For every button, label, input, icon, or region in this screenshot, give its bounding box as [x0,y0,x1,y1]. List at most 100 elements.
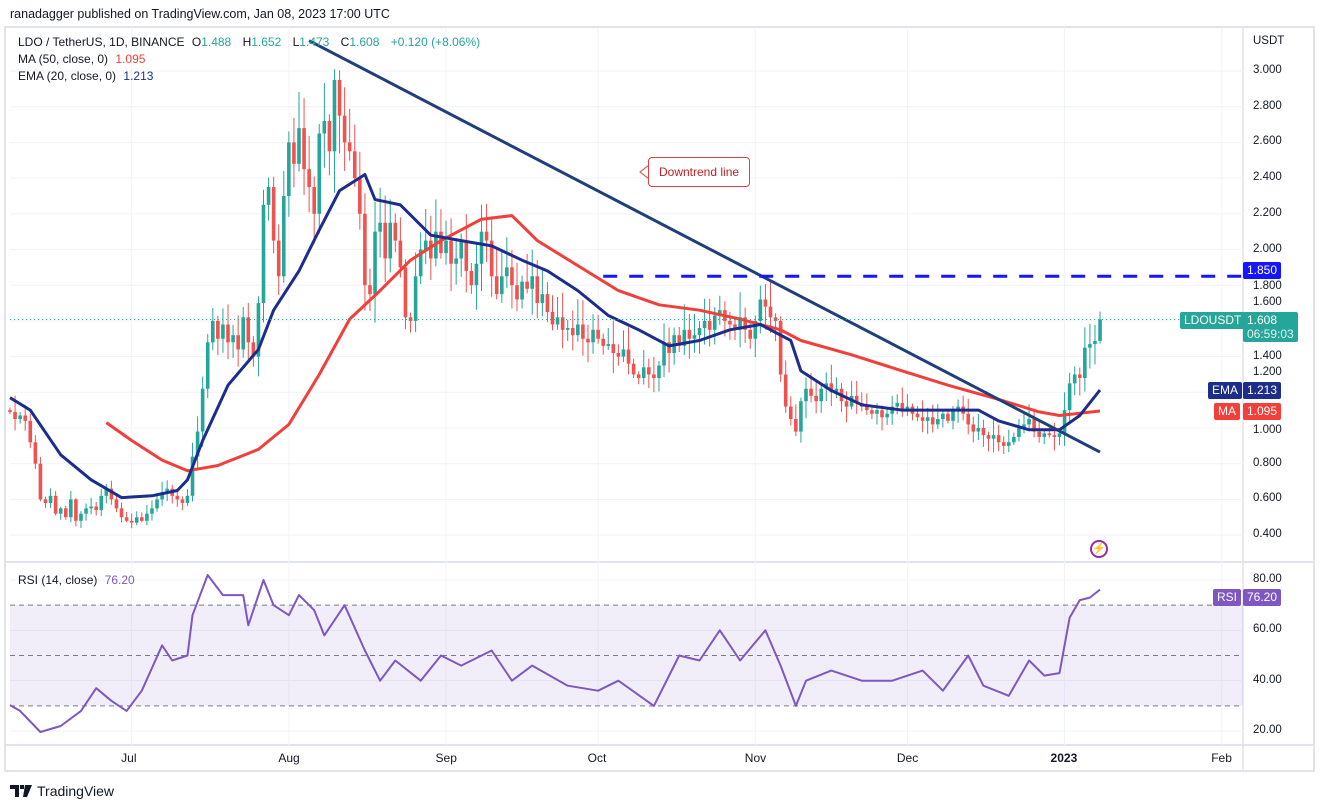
candle [565,328,570,330]
candle [129,520,134,523]
candle [1052,435,1057,437]
candle [307,169,311,188]
candle [8,410,12,412]
ema-label: EMA (20, close, 0) [18,69,117,83]
low-label: L [292,35,300,49]
candle [778,320,783,375]
time-tick-label: Aug [278,751,300,765]
lightning-icon[interactable]: ⚡ [1090,540,1108,558]
candle [1057,433,1062,437]
candle [692,335,697,339]
close-label: C [340,35,350,49]
candle [1006,442,1011,446]
candle [1037,431,1042,437]
legend-symbol[interactable]: LDO / TetherUS, 1D, BINANCE [18,35,185,49]
ma-label: MA (50, close, 0) [18,52,109,66]
candle [956,406,960,411]
candle [758,299,763,321]
candle [854,395,859,404]
candle [332,79,337,152]
candle [535,276,540,304]
candle [489,240,494,277]
downtrend-line-annotation[interactable]: Downtrend line [648,157,751,187]
candle [368,285,372,295]
candle [814,395,818,402]
candle [986,435,991,439]
candle [505,267,509,277]
candle [596,329,600,339]
callout-pointer [639,164,650,180]
candle [1098,319,1102,341]
candle [885,413,889,418]
time-tick-label: Nov [744,751,767,765]
candle [626,349,631,364]
candle [844,401,849,407]
candle [69,499,73,518]
candle [43,499,48,503]
candle [875,410,879,414]
legend-symbol-row: LDO / TetherUS, 1D, BINANCE O1.488 H1.65… [18,35,484,49]
change-value: +0.120 (+8.06%) [390,35,481,49]
candle [550,311,555,325]
tradingview-logo[interactable]: TradingView [10,783,114,799]
candle [591,329,595,343]
candle [981,428,986,436]
candle [231,335,235,343]
candle [530,276,535,289]
candle [373,231,377,295]
candle [712,315,717,330]
low-value: 1.473 [299,35,330,49]
candle [464,240,469,271]
rsi-line [9,574,1101,733]
candle [697,328,702,336]
candle [667,342,671,354]
open-label: O [191,35,202,49]
candle [271,187,276,241]
candle [900,403,905,411]
candle [13,411,17,420]
candle [246,317,251,343]
legend-ma-row[interactable]: MA (50, close, 0) 1.095 [18,52,149,66]
candle [1088,344,1092,348]
candle [454,258,458,264]
candle [155,499,159,509]
candle [540,294,545,304]
rsi-value: 76.20 [104,573,135,587]
candle [1042,433,1047,437]
candle [104,488,109,496]
candle [479,231,484,264]
candle [190,456,195,496]
candle [1083,347,1087,379]
candle [276,240,281,277]
candle [236,335,240,350]
candle [494,276,499,295]
legend-ema-row[interactable]: EMA (20, close, 0) 1.213 [18,69,157,83]
candle [728,320,732,325]
price-tick-label: 0.600 [1253,492,1282,505]
candle [606,344,611,346]
legend-rsi-row[interactable]: RSI (14, close) 76.20 [18,573,139,587]
candle [930,417,935,425]
candle [327,120,332,152]
candle [657,365,661,379]
ema-tag-label: EMA [1208,382,1243,399]
candle [99,495,104,511]
candle [312,187,316,214]
candle [1032,419,1036,432]
rsi-tick-label: 60.00 [1253,623,1282,636]
candle [773,317,778,321]
candle [641,367,646,379]
candle [205,342,210,389]
candle [1017,428,1021,437]
candle [743,317,747,330]
candle [484,231,489,241]
candle [525,281,529,289]
candle [48,495,53,503]
candle [322,120,327,134]
chart-frame [4,26,1315,772]
bar-countdown: 06:59:03 [1247,327,1294,341]
price-tick-label: 3.000 [1253,64,1282,76]
open-value: 1.488 [201,35,232,49]
candle [510,267,514,286]
